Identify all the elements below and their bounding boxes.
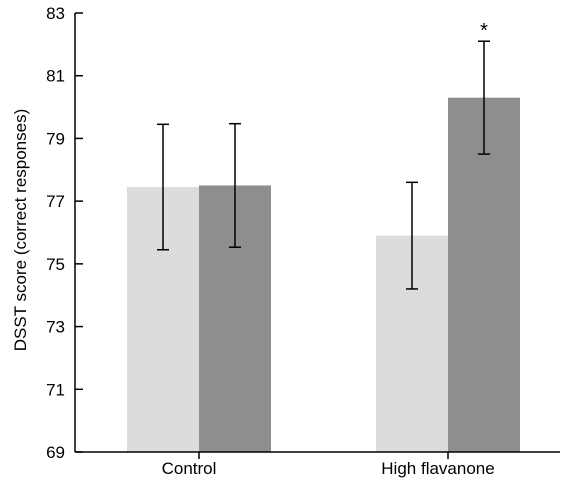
x-tick-label: Control	[162, 459, 217, 478]
y-tick-label: 79	[46, 129, 65, 148]
y-tick-label: 73	[46, 318, 65, 337]
y-tick-label: 83	[46, 4, 65, 23]
significance-marker: *	[480, 20, 488, 42]
bar	[448, 97, 520, 453]
y-tick-label: 77	[46, 192, 65, 211]
y-tick-label: 81	[46, 67, 65, 86]
x-tick-label: High flavanone	[381, 459, 494, 478]
y-tick-label: 75	[46, 255, 65, 274]
y-axis-title: DSST score (correct responses)	[11, 109, 30, 351]
plot-area: * 69 71 73 75 77 79 81 83 Control High flavanone	[46, 4, 560, 478]
y-tick-label: 71	[46, 380, 65, 399]
y-tick-label: 69	[46, 443, 65, 462]
